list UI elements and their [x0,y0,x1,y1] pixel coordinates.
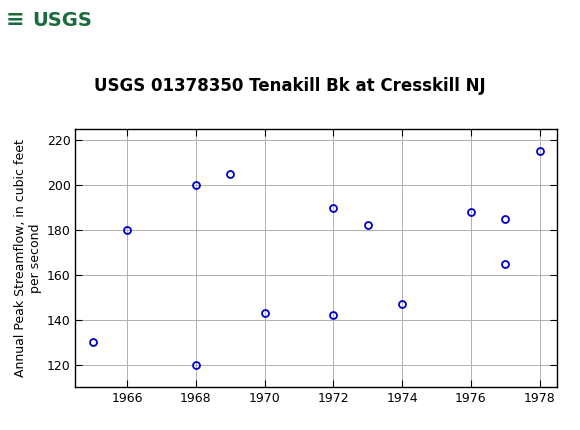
Bar [0,0,116,40]
Y-axis label: Annual Peak Streamflow, in cubic feet
per second: Annual Peak Streamflow, in cubic feet pe… [14,139,42,377]
Text: USGS 01378350 Tenakill Bk at Cresskill NJ: USGS 01378350 Tenakill Bk at Cresskill N… [94,77,486,95]
Text: ≡: ≡ [6,10,24,30]
Text: USGS: USGS [32,10,92,30]
